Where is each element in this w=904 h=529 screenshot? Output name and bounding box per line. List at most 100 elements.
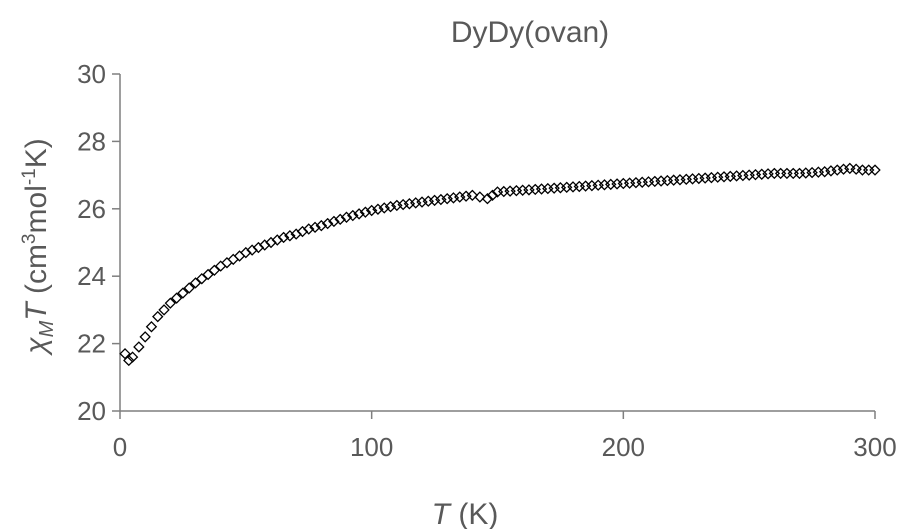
data-point xyxy=(365,204,378,217)
data-point xyxy=(649,175,661,188)
data-point xyxy=(334,213,346,226)
data-point xyxy=(560,181,573,194)
x-axis-label: T (K) xyxy=(432,498,499,529)
data-point xyxy=(139,331,151,343)
data-point xyxy=(303,223,315,235)
data-point xyxy=(598,179,611,191)
data-point xyxy=(812,166,825,178)
data-point xyxy=(384,200,397,213)
data-point xyxy=(611,178,623,190)
data-point xyxy=(164,297,177,309)
data-point xyxy=(592,179,604,191)
y-tick-label: 26 xyxy=(77,194,106,224)
data-point xyxy=(233,250,246,262)
data-point xyxy=(636,176,648,188)
data-point xyxy=(498,185,510,198)
data-point xyxy=(567,181,579,193)
data-point xyxy=(711,171,724,183)
data-point xyxy=(529,183,541,196)
data-point xyxy=(869,164,881,176)
y-axis-label-sub: M xyxy=(36,320,58,337)
data-point xyxy=(277,231,290,244)
y-axis-label-sup1: 3 xyxy=(19,233,40,244)
data-point xyxy=(743,169,755,181)
y-axis-label-mid: mol xyxy=(20,185,53,233)
data-point xyxy=(208,264,221,277)
data-point xyxy=(693,172,705,185)
data-point xyxy=(158,304,170,316)
data-point xyxy=(768,167,781,180)
data-point xyxy=(737,169,749,182)
data-point xyxy=(825,165,837,177)
data-point xyxy=(554,182,567,194)
data-point xyxy=(397,198,409,211)
data-point xyxy=(403,198,416,210)
data-point xyxy=(749,168,762,181)
data-point xyxy=(579,180,592,192)
data-point xyxy=(548,182,560,194)
y-axis-label: χMT (cm3mol-1K) xyxy=(19,138,58,357)
data-point xyxy=(315,219,328,232)
data-point xyxy=(818,166,831,178)
data-point xyxy=(686,173,699,185)
data-point xyxy=(655,175,667,187)
data-point xyxy=(441,192,453,205)
x-axis-label-unit: (K) xyxy=(450,498,498,529)
data-point xyxy=(123,354,135,367)
data-point xyxy=(221,257,233,269)
data-point xyxy=(800,167,812,179)
data-point xyxy=(435,193,447,206)
data-point xyxy=(196,273,208,285)
data-point xyxy=(353,208,365,220)
data-point xyxy=(605,178,617,191)
data-point xyxy=(466,189,479,202)
data-point xyxy=(391,199,403,212)
data-point xyxy=(699,172,711,184)
chart-title: DyDy(ovan) xyxy=(451,16,609,49)
data-point xyxy=(359,206,372,218)
x-tick-label: 0 xyxy=(113,432,127,462)
data-point xyxy=(378,202,390,214)
y-axis-label-sup2: -1 xyxy=(19,168,40,185)
data-point xyxy=(674,174,686,186)
data-point xyxy=(460,190,472,202)
y-tick-group: 20 22 24 26 28 30 xyxy=(77,59,120,426)
x-tick-group: 0 100 200 300 xyxy=(113,411,897,462)
x-tick-label: 300 xyxy=(853,432,896,462)
data-point xyxy=(416,196,428,208)
data-point xyxy=(781,167,793,180)
data-point xyxy=(133,341,145,353)
data-point xyxy=(422,195,435,207)
data-point xyxy=(347,209,359,222)
data-point xyxy=(504,185,516,197)
data-point xyxy=(447,192,460,204)
data-point xyxy=(573,180,586,193)
data-point xyxy=(321,217,334,230)
y-axis-label-open: (cm xyxy=(20,244,53,302)
data-point xyxy=(523,184,535,196)
data-point xyxy=(170,292,183,304)
data-point xyxy=(724,170,737,183)
data-series xyxy=(119,162,881,367)
data-point xyxy=(623,177,636,189)
data-point xyxy=(787,167,799,180)
data-point xyxy=(542,182,554,195)
data-point xyxy=(481,192,494,205)
y-tick-label: 22 xyxy=(77,329,106,359)
data-point xyxy=(126,351,139,363)
data-point xyxy=(152,310,164,323)
y-tick-label: 20 xyxy=(77,396,106,426)
data-point xyxy=(309,221,321,234)
data-point xyxy=(516,184,529,196)
data-point xyxy=(535,183,548,195)
data-point xyxy=(718,171,730,183)
data-point xyxy=(372,203,384,215)
x-tick-label: 100 xyxy=(350,432,393,462)
y-tick-label: 24 xyxy=(77,261,106,291)
x-axis-label-var: T xyxy=(432,498,453,529)
data-point xyxy=(756,168,768,180)
y-axis-label-chi: χ xyxy=(20,337,53,357)
y-tick-label: 30 xyxy=(77,59,106,89)
data-point xyxy=(510,184,523,197)
